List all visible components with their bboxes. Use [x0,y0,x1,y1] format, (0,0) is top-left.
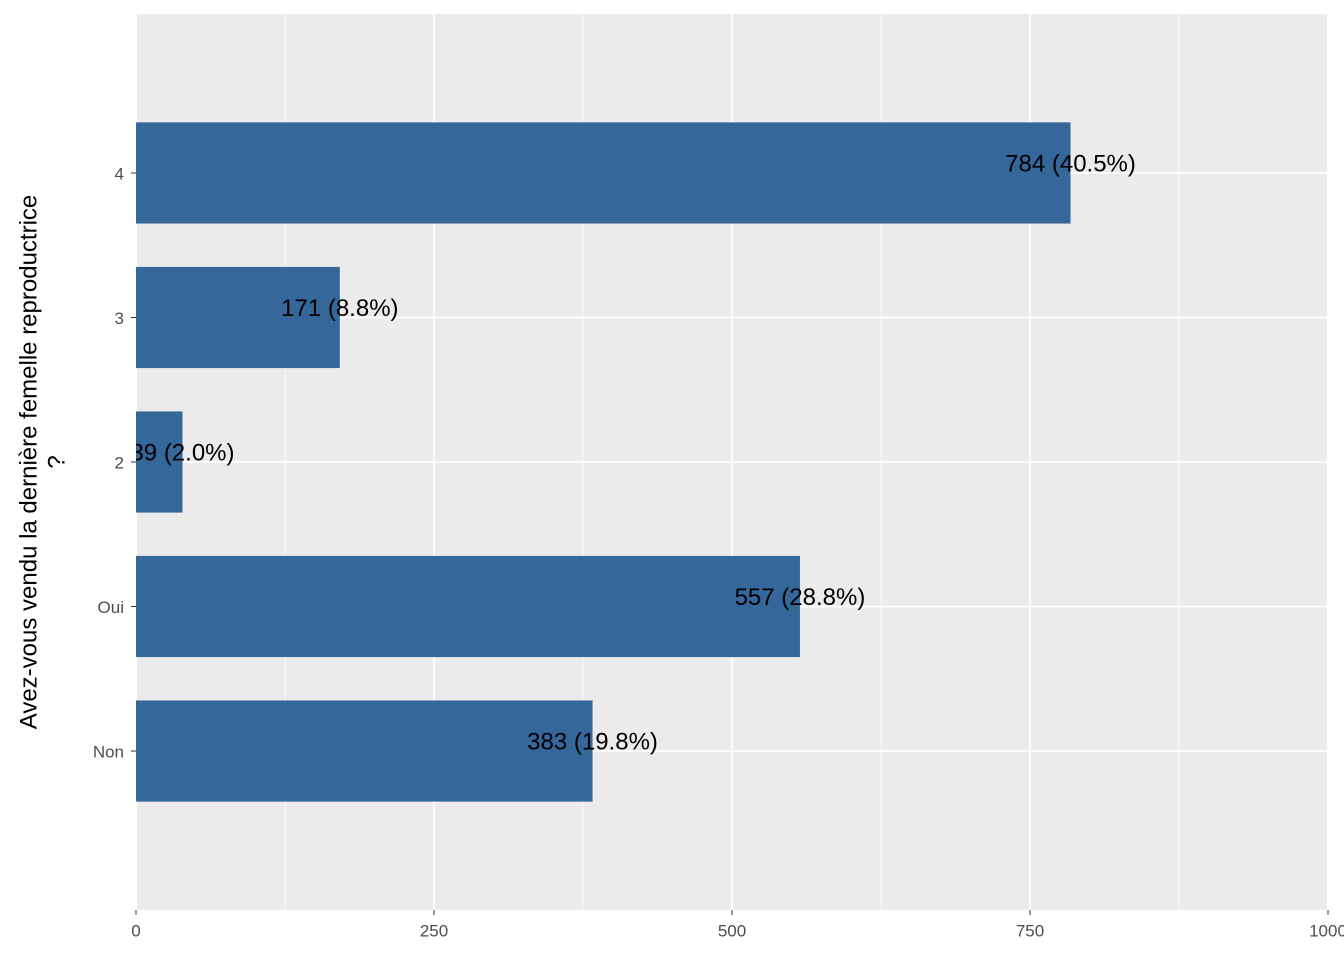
value-label: 39 (2.0%) [130,439,234,466]
x-tick-label: 250 [420,921,448,940]
bar [136,122,1071,224]
y-tick-label: Oui [98,598,124,617]
value-label: 383 (19.8%) [527,728,658,755]
x-tick-label: 0 [131,921,140,940]
value-label: 171 (8.8%) [281,295,398,322]
y-tick-label: 4 [115,164,124,183]
bar [136,555,800,658]
y-axis-title-line: ? [43,455,70,468]
bar [136,411,183,513]
y-tick-label: 3 [115,309,124,328]
bar [136,266,340,369]
value-label: 557 (28.8%) [735,584,866,611]
y-tick-label: Non [93,743,124,762]
value-label: 784 (40.5%) [1005,150,1136,177]
y-axis-title: Avez-vous vendu la dernière femelle repr… [15,195,70,730]
x-tick-label: 1000 [1309,921,1344,940]
bar [136,700,593,802]
y-tick-label: 2 [115,453,124,472]
x-tick-label: 500 [718,921,746,940]
y-axis-title-line: Avez-vous vendu la dernière femelle repr… [15,195,42,730]
x-tick-label: 750 [1016,921,1044,940]
